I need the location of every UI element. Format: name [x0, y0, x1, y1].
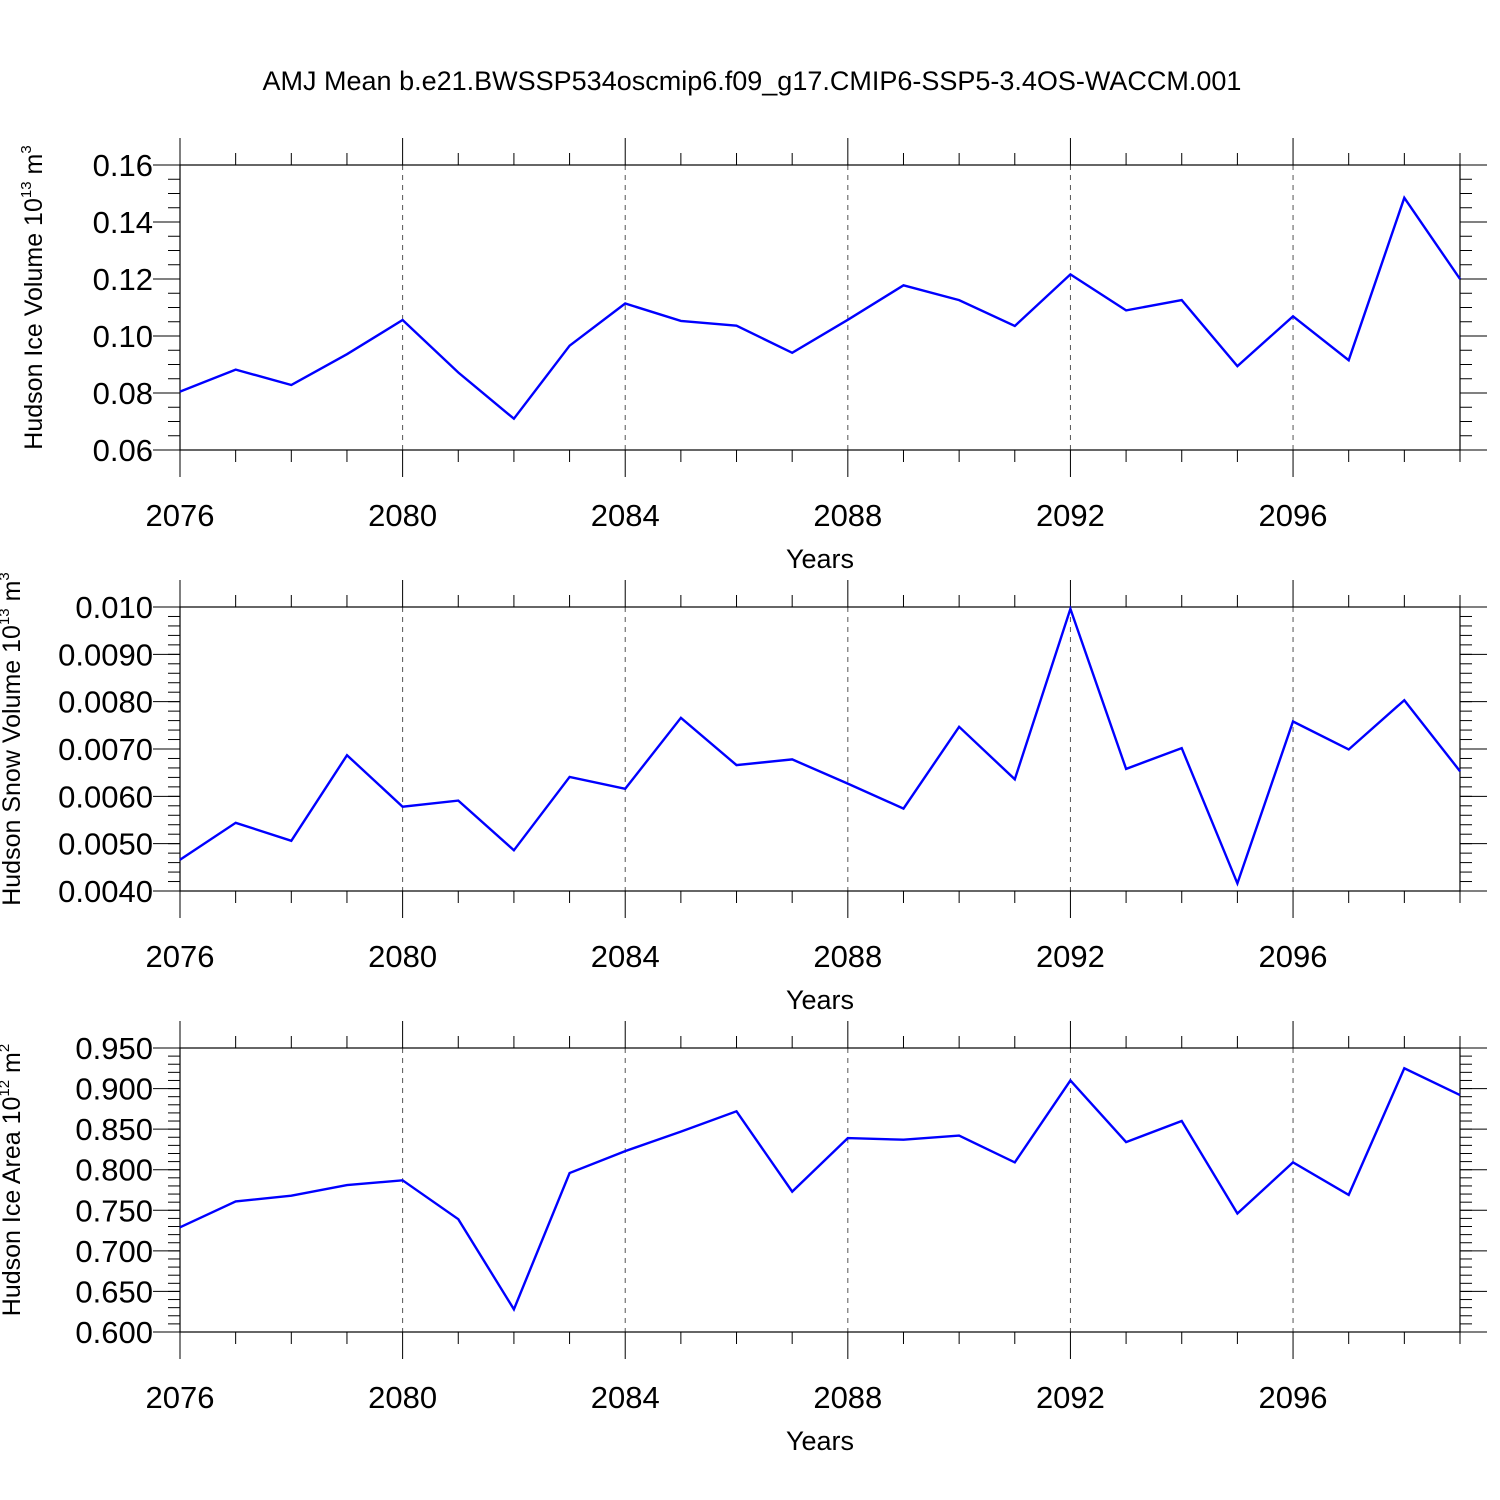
y-tick-label: 0.800	[75, 1153, 153, 1188]
x-tick-label: 2076	[146, 498, 215, 533]
x-tick-label: 2084	[591, 939, 660, 974]
panel-ice-volume: 2076 2080 2084 2088 2092 2096 Years 0.06 0.08 0.1…	[18, 138, 1487, 574]
y-tick-label: 0.0090	[58, 637, 153, 672]
x-tick-label: 2084	[591, 1380, 660, 1415]
y-axis-label-exponent: 13	[0, 608, 13, 625]
series-line	[179, 605, 1461, 887]
x-tick-label: 2096	[1259, 1380, 1328, 1415]
y-tick-label: 0.14	[93, 205, 153, 240]
y-axis-label-text: Hudson Snow Volume 10	[0, 625, 26, 906]
x-axis-label: Years	[786, 1426, 854, 1456]
y-tick-label: 0.900	[75, 1072, 153, 1107]
y-tick-label: 0.08	[93, 376, 153, 411]
x-tick-label: 2096	[1259, 498, 1328, 533]
x-tick-label: 2076	[146, 1380, 215, 1415]
panels: 2076 2080 2084 2088 2092 2096 Years 0.06 0.08 0.1…	[0, 138, 1487, 1456]
x-axis-label: Years	[786, 544, 854, 574]
y-axis-label-exponent: 12	[0, 1080, 13, 1097]
y-axis-label: Hudson Snow Volume 1013 m3	[0, 572, 26, 906]
y-tick-label: 0.0040	[58, 874, 153, 909]
y-axis-label-unit: m	[20, 154, 48, 182]
plot-frame	[179, 606, 1461, 892]
y-axis-label-exponent: 13	[18, 181, 35, 198]
x-tick-label: 2076	[146, 939, 215, 974]
plot-frame	[179, 164, 1461, 451]
y-axis-label-text: Hudson Ice Area 10	[0, 1097, 26, 1317]
chart-title: AMJ Mean b.e21.BWSSP534oscmip6.f09_g17.C…	[263, 66, 1242, 96]
y-tick-label: 0.0050	[58, 827, 153, 862]
x-tick-label: 2080	[368, 1380, 437, 1415]
series-line	[179, 1066, 1461, 1312]
y-tick-label: 0.650	[75, 1274, 153, 1309]
x-tick-label: 2088	[813, 1380, 882, 1415]
panel-ice-area: 2076 2080 2084 2088 2092 2096 Years 0.600 0.650 0…	[0, 1021, 1487, 1456]
x-tick-label: 2096	[1259, 939, 1328, 974]
y-tick-label: 0.010	[75, 590, 153, 625]
y-axis-label-text: Hudson Ice Volume 10	[20, 198, 48, 450]
x-axis-label: Years	[786, 985, 854, 1015]
x-tick-label: 2088	[813, 498, 882, 533]
y-tick-label: 0.12	[93, 262, 153, 297]
panel-snow-volume: 2076 2080 2084 2088 2092 2096 Years 0.0040 0.005…	[0, 572, 1487, 1015]
plot-frame	[179, 1047, 1461, 1333]
y-axis-label-unit: m	[0, 581, 26, 609]
y-axis-label-unit: m	[0, 1052, 26, 1080]
x-tick-label: 2092	[1036, 1380, 1105, 1415]
x-tick-label: 2088	[813, 939, 882, 974]
y-tick-label: 0.06	[93, 433, 153, 468]
y-axis-label: Hudson Ice Area 1012 m2	[0, 1044, 26, 1316]
y-tick-label: 0.850	[75, 1112, 153, 1147]
y-axis-label-unit-exponent: 2	[0, 1044, 13, 1052]
x-tick-label: 2092	[1036, 939, 1105, 974]
x-tick-label: 2092	[1036, 498, 1105, 533]
y-axis-label-unit-exponent: 3	[0, 572, 13, 580]
y-tick-label: 0.0080	[58, 685, 153, 720]
y-tick-label: 0.10	[93, 319, 153, 354]
series-line	[179, 195, 1461, 421]
y-tick-label: 0.950	[75, 1031, 153, 1066]
y-tick-label: 0.16	[93, 148, 153, 183]
x-tick-label: 2080	[368, 498, 437, 533]
y-tick-label: 0.600	[75, 1315, 153, 1350]
y-tick-label: 0.0070	[58, 732, 153, 767]
y-tick-label: 0.0060	[58, 779, 153, 814]
y-axis-label: Hudson Ice Volume 1013 m3	[18, 145, 48, 449]
x-tick-label: 2084	[591, 498, 660, 533]
y-tick-label: 0.700	[75, 1234, 153, 1269]
x-tick-label: 2080	[368, 939, 437, 974]
y-axis-label-unit-exponent: 3	[18, 145, 35, 153]
y-tick-label: 0.750	[75, 1193, 153, 1228]
